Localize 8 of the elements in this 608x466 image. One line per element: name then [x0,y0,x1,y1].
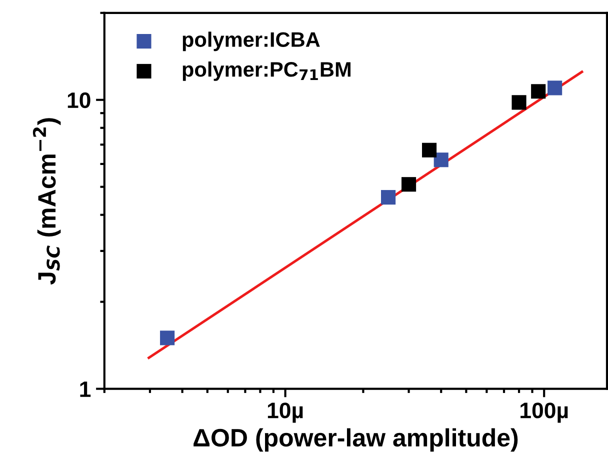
y-tick-label: 1 [80,382,91,397]
x-tick-label: 100µ [520,402,568,423]
legend-label: polymer:ICBA [182,32,320,52]
x-tick-label: 10µ [268,402,303,423]
legend-label: polymer:PC$_{71}$BM [182,61,350,81]
x-axis-title: ΔOD (power-law amplitude) [194,428,518,452]
y-axis-title: J$_{SC}$ (mAcm$^{−2}$) [32,118,61,285]
y-tick-label: 10 [68,92,90,108]
